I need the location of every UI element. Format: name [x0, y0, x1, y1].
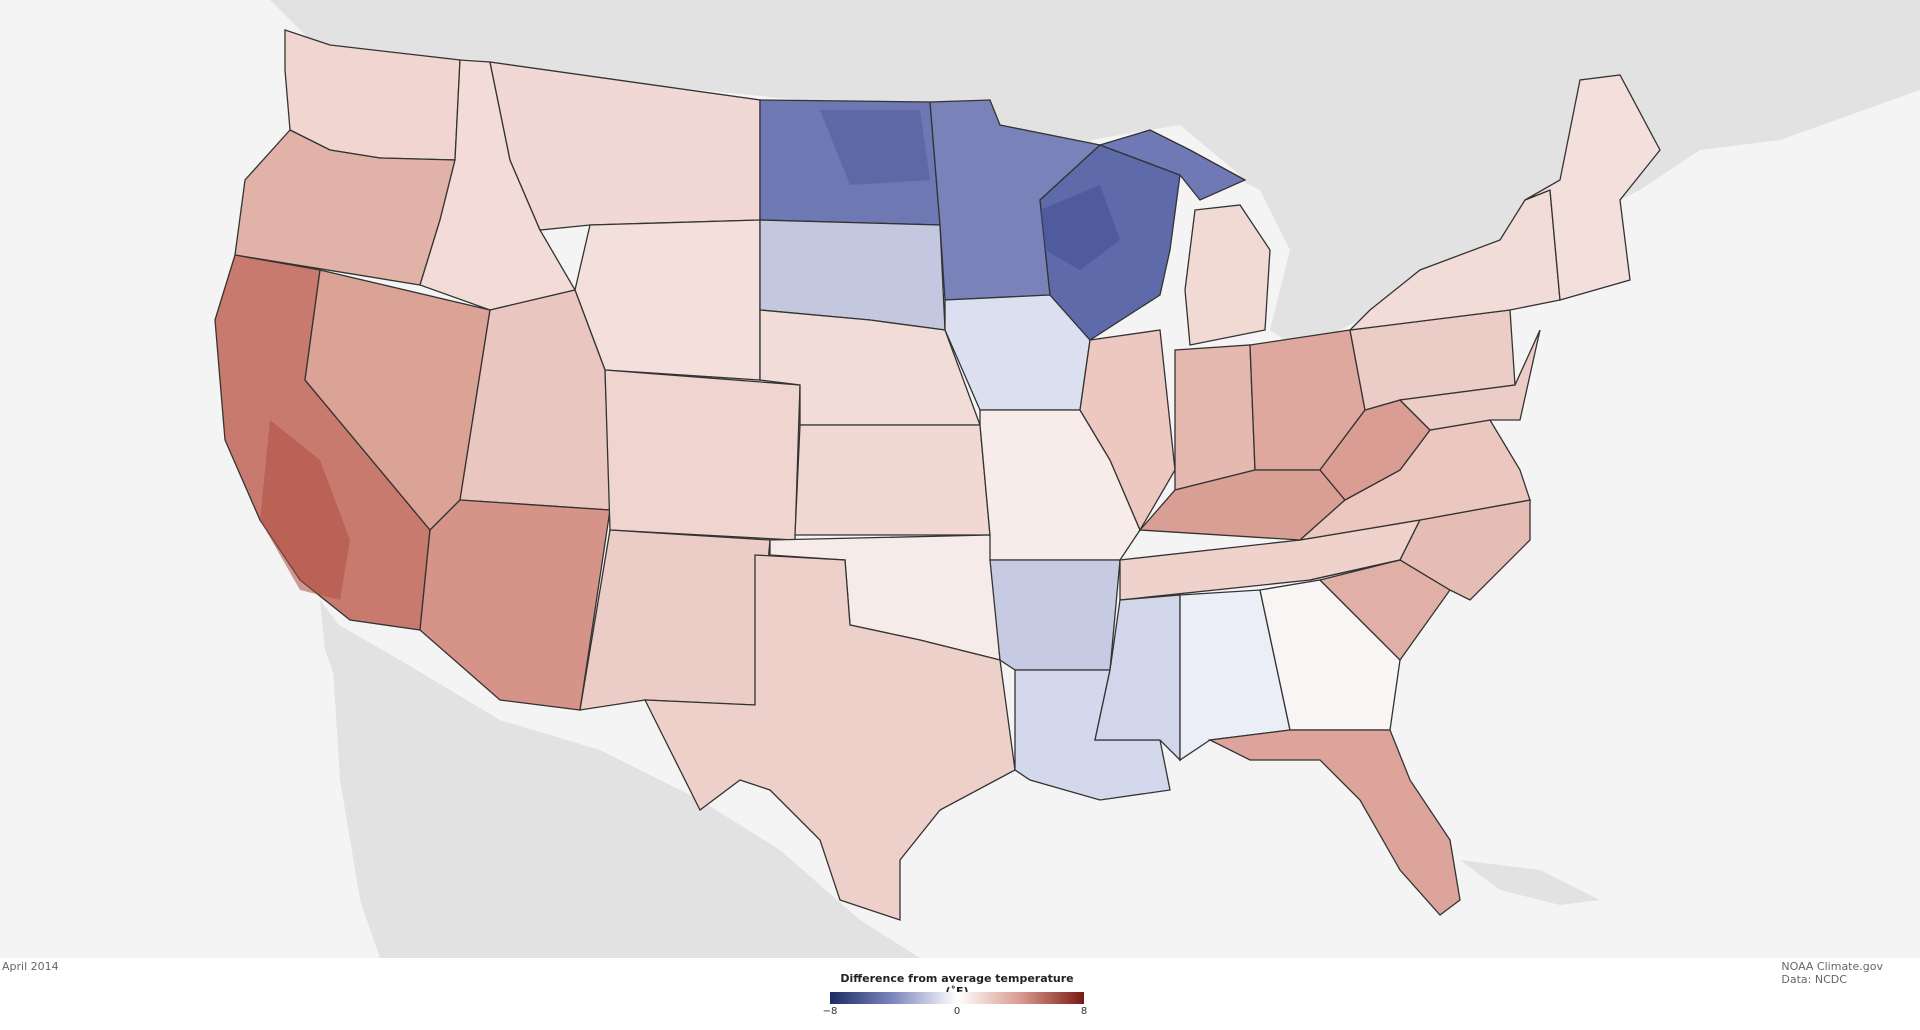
hotspot-north-dakota-core [820, 110, 930, 185]
region-new-england [1524, 74, 1661, 301]
legend-colorbar [830, 992, 1084, 1004]
region-arkansas [989, 559, 1121, 671]
region-georgia [1259, 579, 1401, 731]
credits: NOAA Climate.gov Data: NCDC [1781, 960, 1883, 986]
baja-peninsula [320, 600, 500, 958]
legend-tick-mid: 0 [953, 1006, 961, 1017]
region-north-carolina [1309, 499, 1531, 601]
hotspots [260, 110, 1120, 600]
region-indiana [1174, 344, 1256, 491]
region-new-mexico [579, 529, 771, 711]
hotspot-southern-california [260, 420, 350, 600]
legend-gradient [830, 992, 1084, 1004]
cuba-land [1460, 860, 1600, 905]
region-kansas [794, 424, 991, 536]
region-mid-atlantic [1398, 329, 1541, 431]
temperature-anomaly-map [214, 0, 1920, 958]
legend-tick-min: −8 [822, 1006, 838, 1017]
color-legend: Difference from average temperature (˚F)… [823, 972, 1088, 1024]
region-colorado [604, 369, 801, 541]
region-florida [1207, 729, 1461, 916]
date-label: April 2014 [2, 960, 59, 973]
data-credit: Data: NCDC [1781, 973, 1847, 986]
canada-landmass [270, 0, 1920, 350]
region-arizona [419, 499, 611, 711]
source-credit: NOAA Climate.gov [1781, 960, 1883, 973]
region-texas [643, 554, 1016, 921]
mexico-landmass [330, 620, 920, 958]
hotspot-wisconsin-core [1040, 185, 1120, 270]
region-wyoming [574, 219, 761, 381]
map-panel [0, 0, 1920, 958]
region-michigan [1184, 204, 1271, 346]
anomaly-regions [214, 29, 1661, 921]
legend-tick-max: 8 [1080, 1006, 1088, 1017]
region-upper-michigan [1097, 129, 1247, 201]
